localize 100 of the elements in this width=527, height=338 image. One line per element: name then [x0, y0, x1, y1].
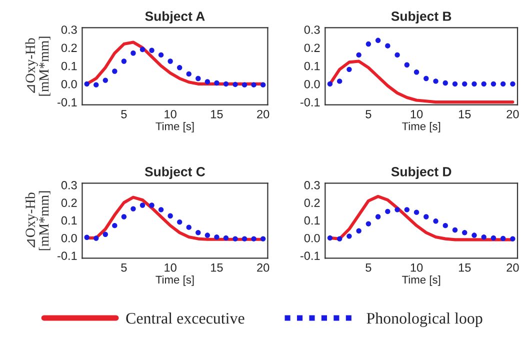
point — [204, 232, 210, 238]
point — [196, 230, 201, 236]
x-tick-label: 5 — [366, 110, 372, 118]
y-tick-label: 0.0 — [304, 80, 320, 88]
point — [168, 213, 173, 218]
point — [140, 46, 146, 52]
point — [462, 230, 468, 236]
point — [442, 222, 448, 228]
x-tick-label: 20 — [257, 263, 270, 272]
point — [223, 81, 229, 87]
x-tick-label: 5 — [366, 264, 372, 272]
point — [336, 78, 342, 84]
point — [510, 81, 516, 87]
point — [472, 81, 477, 87]
y-tick-label: -0.1 — [58, 252, 77, 260]
point — [481, 81, 486, 87]
point — [242, 82, 248, 88]
y-tick-label: 0.0 — [61, 80, 77, 88]
point — [490, 235, 496, 241]
y-tick-label: 0.1 — [61, 62, 77, 70]
point — [327, 81, 333, 87]
y-tick-label: 0.0 — [61, 234, 77, 242]
point — [260, 236, 266, 242]
point — [84, 234, 90, 240]
point — [356, 52, 362, 58]
point — [394, 52, 400, 58]
y-tick-label: 0.2 — [304, 44, 320, 52]
point — [433, 78, 438, 84]
x-axis-title: Time [s] — [156, 122, 194, 132]
point — [404, 207, 410, 212]
point — [121, 58, 127, 64]
point — [168, 58, 173, 64]
y-tick-label: 0.2 — [61, 44, 77, 52]
x-tick-label: 15 — [211, 110, 223, 118]
y-tick-label: -0.1 — [300, 252, 320, 260]
x-axis-title: Time [s] — [402, 122, 440, 132]
x-tick-label: 20 — [506, 263, 519, 272]
point — [158, 207, 164, 212]
point — [94, 82, 99, 88]
x-axis-title: Time [s] — [156, 275, 194, 286]
point — [414, 70, 420, 75]
point — [177, 219, 182, 225]
point — [375, 214, 381, 220]
y-axis-title: ⊿Oxy-Hb [mM*mm] — [25, 191, 50, 250]
point — [433, 218, 438, 224]
point — [196, 76, 201, 82]
point — [356, 228, 362, 234]
x-tick-label: 15 — [458, 264, 471, 272]
point — [214, 234, 220, 240]
point — [149, 202, 154, 208]
point — [472, 232, 477, 238]
chart-title: Subject C — [144, 166, 206, 179]
point — [327, 235, 333, 241]
point — [232, 82, 238, 88]
point — [500, 236, 506, 242]
point — [130, 50, 136, 56]
point — [84, 81, 90, 87]
y-tick-label: 0.3 — [304, 26, 320, 34]
point — [366, 41, 372, 47]
point — [177, 65, 182, 70]
y-tick-label: 0.2 — [304, 198, 320, 208]
line-series — [328, 60, 514, 104]
point — [121, 214, 127, 220]
point — [102, 78, 108, 83]
y-tick-label: 0.3 — [61, 180, 77, 190]
x-tick-label: 10 — [410, 263, 423, 272]
point — [442, 80, 448, 86]
point — [462, 81, 468, 87]
point — [452, 81, 458, 87]
point — [424, 214, 429, 220]
point — [149, 48, 154, 53]
point — [223, 235, 229, 241]
point — [94, 236, 99, 241]
point — [394, 207, 400, 212]
y-tick-label: 0.1 — [304, 216, 320, 225]
point — [414, 210, 420, 215]
point — [186, 224, 192, 230]
point — [130, 206, 136, 212]
x-tick-label: 15 — [211, 264, 223, 272]
point — [112, 68, 118, 74]
point — [204, 79, 210, 84]
y-tick-label: 0.1 — [61, 216, 77, 225]
point — [251, 82, 256, 88]
point — [385, 208, 390, 214]
point — [186, 71, 192, 77]
point — [242, 236, 248, 242]
point — [346, 66, 352, 72]
point — [375, 38, 381, 44]
x-tick-label: 5 — [121, 110, 127, 118]
chart-title: Subject A — [145, 11, 205, 24]
y-tick-label: -0.1 — [58, 98, 77, 106]
x-tick-label: 10 — [164, 263, 176, 272]
point — [500, 81, 506, 87]
x-tick-label: 10 — [410, 110, 423, 118]
y-axis-title: ⊿Oxy-Hb [mM*mm] — [25, 36, 50, 96]
y-tick-label: 0.3 — [61, 26, 77, 34]
y-tick-label: 0.1 — [304, 62, 320, 70]
y-tick-label: 0.2 — [61, 198, 77, 208]
x-tick-label: 20 — [506, 110, 519, 118]
x-tick-label: 15 — [458, 110, 471, 118]
